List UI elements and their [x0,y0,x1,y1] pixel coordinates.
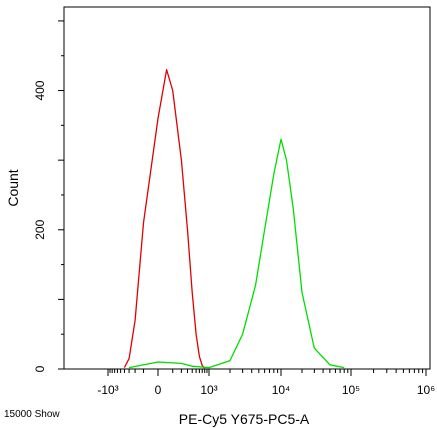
y-tick-label: 0 [33,365,47,372]
x-tick-label: 0 [155,383,162,397]
x-tick-label: 10⁴ [272,383,291,397]
event-count-footer: 15000 Show [4,409,60,420]
y-tick-label: 400 [33,80,47,100]
y-tick-label: 200 [33,219,47,239]
series-green-histogram [128,138,345,369]
y-axis-ticks: 0 200 400 [33,20,64,372]
series-red-histogram [123,69,206,369]
x-tick-label: -10³ [97,383,118,397]
y-axis-label: Count [5,169,21,206]
series-group [123,69,345,369]
x-tick-label: 10³ [200,383,217,397]
x-axis-label: PE-Cy5 Y675-PC5-A [179,411,310,427]
plot-frame [63,6,431,370]
x-tick-label: 10⁵ [342,383,360,397]
x-axis-ticks: -10³ 0 10³ 10⁴ 10⁵ 10⁶ [97,369,435,397]
x-tick-label: 10⁶ [417,383,435,397]
